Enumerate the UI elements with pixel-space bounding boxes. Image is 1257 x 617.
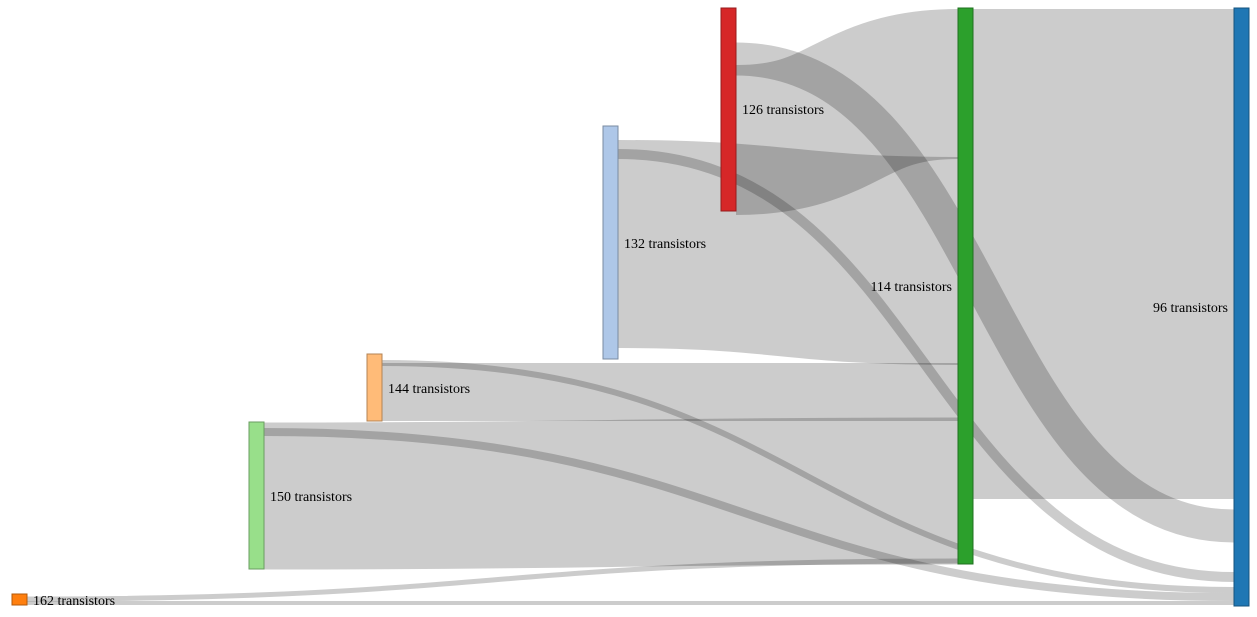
node-n132: 132 transistors bbox=[602, 125, 706, 360]
node-bar-n114 bbox=[957, 7, 974, 565]
node-label-n150: 150 transistors bbox=[270, 490, 352, 505]
node-label-n162: 162 transistors bbox=[33, 594, 115, 609]
node-label-n132: 132 transistors bbox=[624, 237, 706, 252]
node-bar-n162 bbox=[11, 593, 28, 606]
link-n162-to-n114 bbox=[26, 558, 959, 602]
node-bar-n96 bbox=[1233, 7, 1250, 607]
node-n162: 162 transistors bbox=[11, 593, 115, 609]
link-n126-to-n114 bbox=[734, 9, 960, 215]
node-n126: 126 transistors bbox=[720, 7, 824, 212]
node-label-n144: 144 transistors bbox=[388, 382, 470, 397]
links-layer bbox=[26, 8, 1235, 606]
node-label-n96: 96 transistors bbox=[1153, 301, 1228, 316]
node-n150: 150 transistors bbox=[248, 421, 352, 570]
node-bar-n126 bbox=[720, 7, 737, 212]
node-bar-n132 bbox=[602, 125, 619, 360]
link-n132-to-n114 bbox=[617, 140, 959, 365]
node-n144: 144 transistors bbox=[366, 353, 470, 422]
node-bar-n144 bbox=[366, 353, 383, 422]
link-n150-to-n114 bbox=[263, 417, 959, 570]
node-n114: 114 transistors bbox=[870, 7, 974, 565]
link-n150-to-n96 bbox=[263, 428, 1235, 601]
link-n126-to-n96 bbox=[735, 42, 1235, 543]
node-label-n126: 126 transistors bbox=[742, 103, 824, 118]
link-n144-to-n96 bbox=[381, 360, 1235, 593]
node-n96: 96 transistors bbox=[1153, 7, 1250, 607]
node-label-n114: 114 transistors bbox=[870, 280, 952, 295]
nodes-layer: 162 transistors 150 transistors 144 transi… bbox=[11, 7, 1250, 609]
node-bar-n150 bbox=[248, 421, 265, 570]
